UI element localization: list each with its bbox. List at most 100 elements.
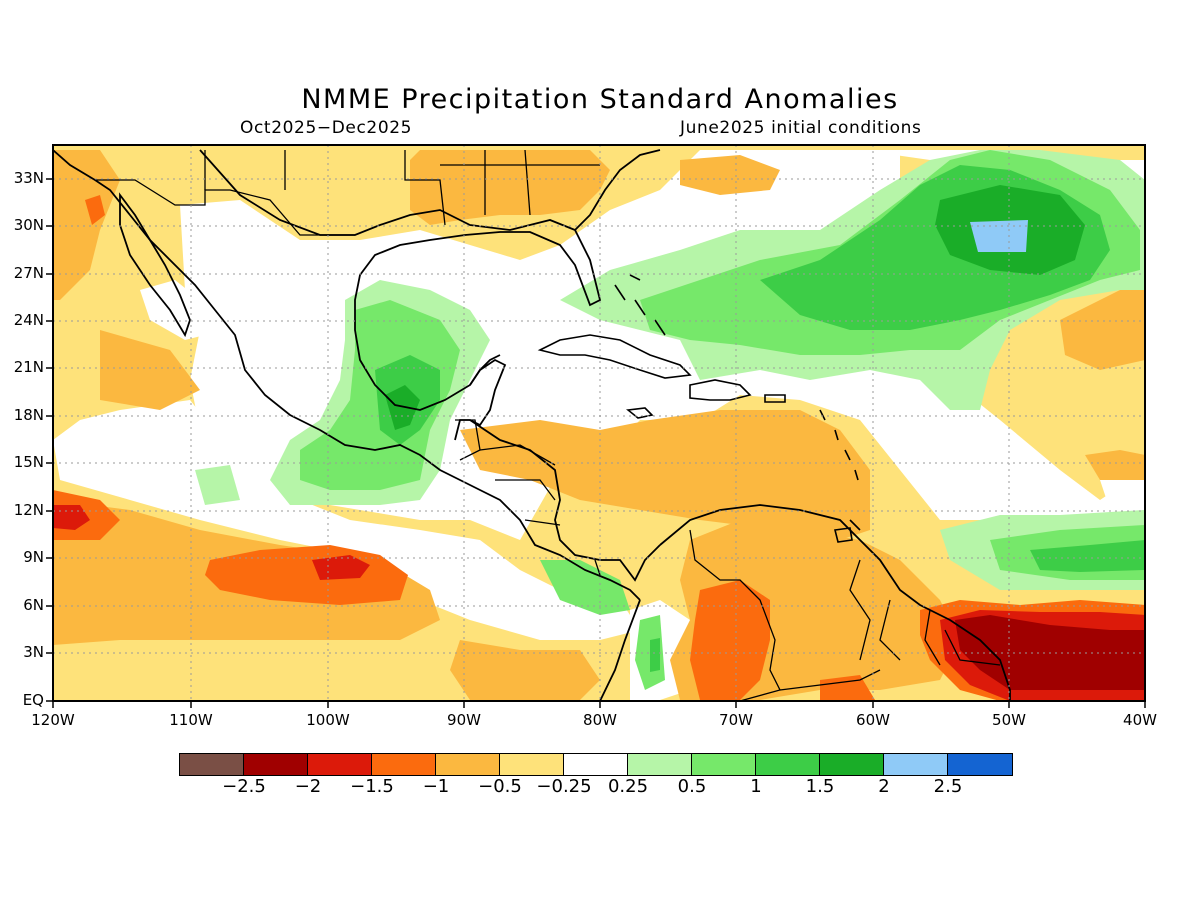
green-zone-colombia-core [650, 638, 660, 672]
green-zone-eastern-pacific [195, 465, 240, 505]
lon-label: 70W [719, 711, 753, 729]
green-zone-gulf-core [385, 385, 420, 430]
colorbar-swatch [436, 754, 500, 775]
initial-conditions-label: June2025 initial conditions [680, 118, 922, 138]
lon-label: 120W [31, 711, 75, 729]
south-america-coastline [599, 504, 1011, 701]
honduras-border [479, 444, 556, 466]
brazil-venezuela-border [779, 669, 881, 691]
colorbar-label: −0.5 [478, 776, 522, 797]
forecast-period-label: Oct2025−Dec2025 [240, 118, 413, 138]
dark-orange-zone-venezuela [690, 580, 770, 700]
lat-label: 21N [13, 358, 44, 376]
southeast-us-coastline [574, 149, 661, 231]
colorbar-label: −0.25 [536, 776, 592, 797]
colorbar-label: 0.25 [607, 776, 649, 797]
colorbar-swatch [372, 754, 436, 775]
hispaniola-outline [689, 379, 752, 401]
colorbar-swatch [244, 754, 308, 775]
axis-ticks [46, 178, 1146, 708]
grid [53, 145, 1145, 701]
lat-label: 27N [13, 264, 44, 282]
colorbar-swatch [180, 754, 244, 775]
map-title: NMME Precipitation Standard Anomalies [301, 84, 899, 115]
colorbar-label: 1 [750, 776, 762, 797]
panama-border [594, 559, 601, 576]
colorbar-label: −2.5 [222, 776, 266, 797]
lon-label: 40W [1123, 711, 1157, 729]
nicaragua-border [495, 479, 556, 501]
green-zone-panama [540, 560, 630, 615]
guatemala-border [455, 419, 481, 461]
bahamas-outline [614, 274, 666, 336]
orange-zone-northwest-mexico [53, 150, 120, 300]
orange-zone-se-us [410, 150, 610, 225]
red-zone-pacific [312, 555, 370, 580]
orange-zone-atlantic-east [1060, 290, 1145, 370]
colorbar-swatch [628, 754, 692, 775]
lon-label: 100W [306, 711, 350, 729]
lat-label: 15N [13, 453, 44, 471]
colorbar-swatch [308, 754, 372, 775]
lat-label: 12N [13, 501, 44, 519]
lon-label: 90W [447, 711, 481, 729]
trinidad-outline [834, 527, 853, 543]
colorbar-label: 2.5 [933, 776, 963, 797]
suriname-guiana-border [924, 609, 941, 666]
lat-label: EQ [22, 691, 44, 709]
lon-label: 80W [583, 711, 617, 729]
orange-zone-atlantic-north [680, 155, 780, 195]
lon-label: 50W [992, 711, 1026, 729]
colorbar-label: 1.5 [805, 776, 835, 797]
colorbar-label: −2 [294, 776, 322, 797]
borders [95, 149, 1001, 701]
lat-label: 33N [13, 169, 44, 187]
lon-label: 60W [856, 711, 890, 729]
colorbar-swatch [692, 754, 756, 775]
puerto-rico-outline [764, 394, 786, 403]
baja-coastline [119, 192, 191, 338]
lat-label: 30N [13, 216, 44, 234]
colorbar-swatch [500, 754, 564, 775]
red-zone-west-pacific [53, 505, 90, 530]
islands [537, 274, 861, 543]
french-guiana-brazil-border [944, 629, 1001, 666]
north-america-coastline [53, 149, 641, 601]
orange-zone-caribbean [460, 410, 870, 540]
costa-rica-border [524, 519, 561, 526]
venezuela-guyana-border [849, 559, 871, 661]
lat-label: 18N [13, 406, 44, 424]
orange-zone-south-pacific [450, 640, 600, 700]
lat-label: 3N [23, 643, 44, 661]
lat-label: 24N [13, 311, 44, 329]
dark-orange-zone-amazon [820, 675, 875, 701]
blue-zone-atlantic [970, 220, 1028, 252]
lat-label: 6N [23, 596, 44, 614]
colorbar-swatch [756, 754, 820, 775]
gulf-coastline [199, 149, 602, 411]
colorbar-swatch [948, 754, 1012, 775]
colorbar-label: 2 [878, 776, 890, 797]
lat-label: 9N [23, 548, 44, 566]
orange-zone-atlantic-mid [1085, 450, 1145, 480]
lesser-antilles-outline [819, 409, 861, 531]
cuba-outline [537, 334, 692, 379]
colorbar [179, 753, 1013, 776]
white-region-pacific [53, 400, 640, 640]
us-mexico-border [95, 179, 355, 236]
plot-frame [52, 144, 1146, 702]
colorbar-label: −1.5 [350, 776, 394, 797]
colombia-venezuela-border [689, 529, 781, 701]
colorbar-swatch [884, 754, 948, 775]
colorbar-label: −1 [422, 776, 450, 797]
orange-zone-mexico-central [100, 330, 200, 410]
lon-label: 110W [169, 711, 213, 729]
us-state-lines [204, 149, 600, 226]
jamaica-outline [626, 407, 654, 419]
green-zone-atlantic-south-inner [1030, 540, 1145, 572]
colorbar-swatch [564, 754, 628, 775]
colorbar-swatch [820, 754, 884, 775]
colorbar-label: 0.5 [677, 776, 707, 797]
dark-orange-zone-baja [85, 195, 105, 225]
